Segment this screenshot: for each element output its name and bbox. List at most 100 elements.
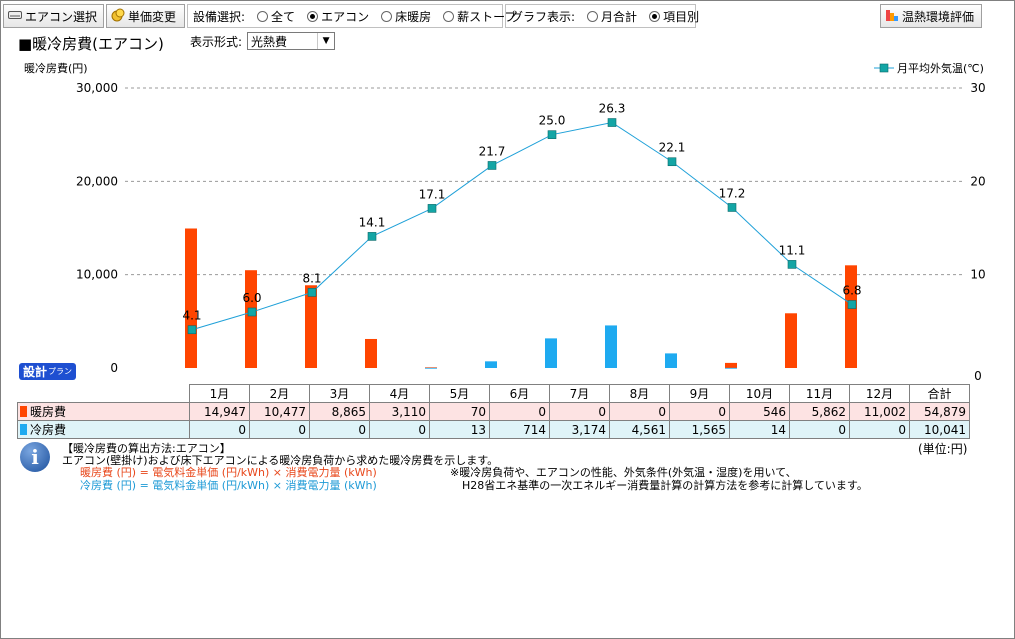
temperature-point (607, 118, 617, 127)
row-label-cooling: 冷房費 (17, 420, 190, 439)
temperature-label: 6.8 (842, 284, 861, 298)
thermal-eval-label: 温熱環境評価 (902, 9, 975, 24)
temperature-point (307, 288, 317, 297)
calc-method-heading: 【暖冷房費の算出方法:エアコン】 (62, 442, 231, 455)
table-cell: 0 (489, 402, 550, 421)
temperature-label: 26.3 (599, 102, 626, 116)
radio-icon (587, 10, 599, 22)
cost-table: 1月 2月 3月 4月 5月 6月 7月 8月 9月 10月 11月 12月 合… (17, 384, 970, 439)
thermal-eval-button[interactable]: 温熱環境評価 (880, 4, 982, 28)
graph-option-monthly-total[interactable]: 月合計 (579, 8, 637, 25)
temperature-label: 8.1 (302, 271, 321, 285)
month-header: 3月 (309, 384, 370, 403)
thermal-chart-icon (885, 8, 899, 25)
radio-icon (257, 10, 269, 22)
equipment-select-group: 設備選択: 全て エアコン 床暖房 薪ストーブ (187, 4, 516, 28)
month-header: 9月 (669, 384, 730, 403)
cooling-bar (665, 353, 677, 368)
graph-display-label: グラフ表示: (511, 9, 576, 24)
table-total-cell: 54,879 (909, 402, 970, 421)
equipment-option-aircon[interactable]: エアコン (299, 8, 369, 25)
aircon-select-label: エアコン選択 (25, 9, 98, 24)
chart-legend: 月平均外気温(℃) (874, 61, 984, 75)
y-tick-left: 10,000 (76, 268, 118, 282)
table-cell: 0 (309, 420, 370, 439)
temperature-point (787, 260, 797, 269)
info-icon: i (20, 442, 50, 472)
radio-icon (443, 10, 455, 22)
y-tick-right: 0 (974, 369, 982, 383)
temperature-label: 11.1 (779, 243, 806, 257)
table-cell: 3,110 (369, 402, 430, 421)
heating-bar (425, 367, 437, 369)
calc-note-1: ※暖冷房負荷や、エアコンの性能、外気条件(外気温・湿度)を用いて、 (450, 466, 797, 479)
total-header: 合計 (909, 384, 970, 403)
y-tick-right: 10 (970, 268, 985, 282)
table-cell: 14 (729, 420, 790, 439)
table-cell: 3,174 (549, 420, 610, 439)
month-header: 5月 (429, 384, 490, 403)
calc-method-desc: エアコン(壁掛け)および床下エアコンによる暖冷房負荷から求めた暖冷房費を示します… (62, 454, 499, 467)
heating-bar (305, 285, 317, 368)
legend-label: 月平均外気温(℃) (897, 61, 984, 75)
calc-note-2: H28省エネ基準の一次エネルギー消費量計算の計算方法を参考に計算しています。 (462, 479, 868, 492)
table-cell: 4,561 (609, 420, 670, 439)
unit-label: (単位:円) (918, 442, 968, 456)
cooling-bar (485, 361, 497, 368)
table-cell: 1,565 (669, 420, 730, 439)
table-row-heating: 暖房費 14,947 10,477 8,865 3,110 70 0 0 0 0… (17, 402, 970, 421)
temperature-point (427, 204, 437, 213)
table-corner (17, 384, 190, 403)
format-label: 表示形式: (190, 34, 243, 49)
temperature-point (847, 300, 857, 309)
temperature-label: 17.2 (719, 186, 746, 200)
month-header: 10月 (729, 384, 790, 403)
heating-bar (185, 228, 197, 368)
temperature-label: 17.1 (419, 187, 446, 201)
temperature-label: 4.1 (182, 309, 201, 323)
heating-formula: 暖房費 (円) = 電気料金単価 (円/kWh) × 消費電力量 (kWh) (80, 466, 377, 479)
temperature-label: 21.7 (479, 144, 506, 158)
temperature-point (247, 307, 257, 317)
table-cell: 0 (789, 420, 850, 439)
price-change-button[interactable]: 単価変更 (106, 4, 185, 28)
equipment-option-all[interactable]: 全て (249, 8, 295, 25)
table-cell: 11,002 (849, 402, 910, 421)
table-cell: 0 (249, 420, 310, 439)
cooling-bar (425, 367, 437, 369)
y-tick-left: 30,000 (76, 81, 118, 95)
month-header: 8月 (609, 384, 670, 403)
cooling-bar (605, 325, 617, 368)
equipment-label: 設備選択: (193, 9, 246, 24)
table-cell: 14,947 (189, 402, 250, 421)
month-header: 6月 (489, 384, 550, 403)
radio-selected-icon (649, 10, 661, 22)
equipment-option-floor-heating[interactable]: 床暖房 (373, 8, 431, 25)
radio-icon (381, 10, 393, 22)
table-cell: 8,865 (309, 402, 370, 421)
format-value: 光熱費 (251, 34, 288, 49)
cooling-bar (545, 338, 557, 368)
table-cell: 0 (189, 420, 250, 439)
temperature-point (187, 325, 197, 335)
format-dropdown[interactable]: 光熱費 ▼ (247, 32, 336, 50)
y-axis-label-left: 暖冷房費(円) (24, 61, 88, 75)
table-cell: 13 (429, 420, 490, 439)
table-cell: 5,862 (789, 402, 850, 421)
aircon-icon (8, 9, 22, 23)
month-header: 12月 (849, 384, 910, 403)
table-cell: 714 (489, 420, 550, 439)
legend-marker (879, 63, 889, 73)
temperature-line (191, 122, 853, 331)
page-title: ■暖冷房費(エアコン) (18, 35, 164, 53)
equipment-option-wood-stove[interactable]: 薪ストーブ (435, 8, 516, 25)
table-cell: 10,477 (249, 402, 310, 421)
y-tick-left: 20,000 (76, 174, 118, 188)
aircon-select-button[interactable]: エアコン選択 (3, 4, 104, 28)
heating-bar (845, 265, 857, 368)
temperature-label: 6.0 (242, 291, 261, 305)
graph-option-by-item[interactable]: 項目別 (641, 8, 699, 25)
cooling-formula: 冷房費 (円) = 電気料金単価 (円/kWh) × 消費電力量 (kWh) (80, 479, 377, 492)
y-tick-right: 20 (970, 174, 985, 188)
temperature-point (727, 203, 737, 212)
